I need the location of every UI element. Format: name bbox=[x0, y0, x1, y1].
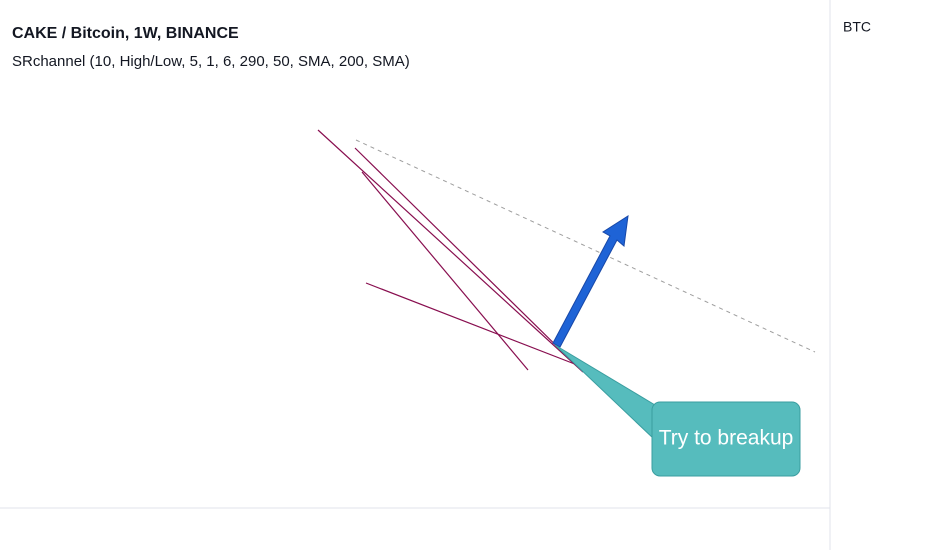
y-unit: BTC bbox=[843, 19, 871, 35]
drawings bbox=[317, 129, 816, 373]
trend-line bbox=[317, 129, 584, 373]
indicator-label: SRchannel (10, High/Low, 5, 1, 6, 290, 5… bbox=[12, 53, 410, 70]
callout-box bbox=[651, 401, 801, 477]
callout-text: Try to breakup bbox=[659, 427, 794, 450]
chart-title: CAKE / Bitcoin, 1W, BINANCE bbox=[12, 25, 239, 42]
trend-line bbox=[361, 171, 529, 371]
trend-line bbox=[365, 282, 586, 369]
up-arrow bbox=[552, 214, 629, 348]
trend-line bbox=[354, 147, 579, 368]
overlay: Try to breakup bbox=[552, 214, 801, 477]
